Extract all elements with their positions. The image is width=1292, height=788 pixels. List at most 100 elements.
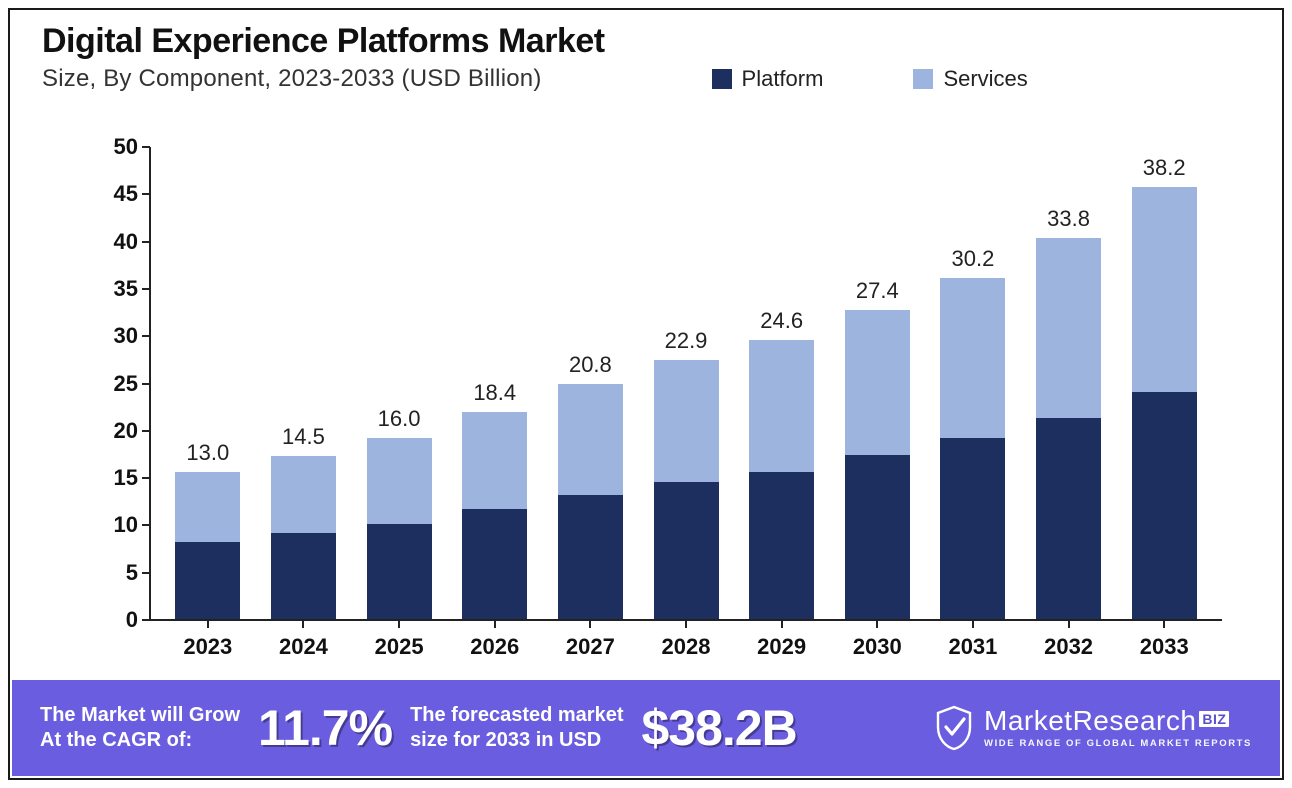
brand-name: MarketResearch BIZ: [984, 707, 1252, 735]
forecast-value: $38.2B: [641, 699, 796, 757]
x-axis-label: 2023: [183, 634, 232, 660]
y-tick-label: 5: [88, 560, 138, 586]
bar-segment: [654, 482, 719, 620]
cagr-value: 11.7%: [258, 699, 392, 757]
subtitle-row: Size, By Component, 2023-2033 (USD Billi…: [42, 65, 1250, 93]
bar-total-label: 14.5: [282, 424, 325, 456]
bar-segment: [367, 524, 432, 620]
bar-slot: 30.22031: [925, 147, 1021, 620]
bar-slot: 20.82027: [543, 147, 639, 620]
bar-segment: [845, 310, 910, 456]
bar-segment: [558, 384, 623, 496]
bar-stack: 16.0: [367, 438, 432, 620]
bar-segment: [367, 438, 432, 523]
y-tick-label: 0: [88, 607, 138, 633]
bar-segment: [749, 340, 814, 472]
y-tick-label: 50: [88, 134, 138, 160]
x-axis-label: 2029: [757, 634, 806, 660]
y-tick-label: 25: [88, 371, 138, 397]
chart-header: Digital Experience Platforms Market Size…: [10, 10, 1282, 97]
chart-legend: Platform Services: [712, 66, 1028, 92]
x-tick-mark: [972, 620, 974, 628]
bar-stack: 20.8: [558, 384, 623, 621]
x-tick-mark: [876, 620, 878, 628]
y-tick-label: 20: [88, 418, 138, 444]
bars-container: 13.0202314.5202416.0202518.4202620.82027…: [150, 147, 1222, 620]
bar-slot: 13.02023: [160, 147, 256, 620]
footer-banner: The Market will GrowAt the CAGR of: 11.7…: [12, 680, 1280, 776]
bar-segment: [845, 455, 910, 620]
legend-swatch: [712, 69, 732, 89]
y-axis-line: [149, 147, 151, 620]
legend-item: Platform: [712, 66, 824, 92]
bar-stack: 33.8: [1036, 238, 1101, 620]
bar-stack: 38.2: [1132, 187, 1197, 620]
x-tick-mark: [302, 620, 304, 628]
bar-segment: [1036, 418, 1101, 620]
bar-segment: [1036, 238, 1101, 418]
chart-area: 13.0202314.5202416.0202518.4202620.82027…: [10, 97, 1282, 680]
y-tick-label: 45: [88, 181, 138, 207]
chart-frame: Digital Experience Platforms Market Size…: [8, 8, 1284, 780]
shield-check-icon: [934, 705, 974, 751]
x-axis-label: 2030: [853, 634, 902, 660]
bar-segment: [940, 438, 1005, 620]
chart-subtitle: Size, By Component, 2023-2033 (USD Billi…: [42, 65, 542, 93]
x-tick-mark: [494, 620, 496, 628]
legend-label: Services: [943, 66, 1027, 92]
bar-segment: [1132, 392, 1197, 620]
bar-segment: [654, 360, 719, 482]
bar-segment: [271, 533, 336, 620]
x-tick-mark: [589, 620, 591, 628]
bar-stack: 27.4: [845, 310, 910, 620]
bar-total-label: 20.8: [569, 352, 612, 384]
x-axis-line: [148, 619, 1222, 621]
bar-segment: [175, 472, 240, 542]
x-axis-label: 2033: [1140, 634, 1189, 660]
bar-total-label: 13.0: [186, 440, 229, 472]
legend-label: Platform: [742, 66, 824, 92]
brand-main-text: MarketResearch: [984, 707, 1196, 735]
bar-stack: 24.6: [749, 340, 814, 620]
bar-slot: 24.62029: [734, 147, 830, 620]
plot-area: 13.0202314.5202416.0202518.4202620.82027…: [150, 147, 1222, 620]
bar-segment: [271, 456, 336, 533]
bar-slot: 33.82032: [1021, 147, 1117, 620]
cagr-label: The Market will GrowAt the CAGR of:: [40, 703, 240, 753]
bar-total-label: 30.2: [952, 246, 995, 278]
bar-total-label: 22.9: [665, 328, 708, 360]
x-axis-label: 2026: [470, 634, 519, 660]
bar-segment: [749, 472, 814, 620]
y-tick-label: 40: [88, 229, 138, 255]
bar-total-label: 16.0: [378, 406, 421, 438]
bar-total-label: 38.2: [1143, 155, 1186, 187]
bar-segment: [940, 278, 1005, 439]
x-tick-mark: [781, 620, 783, 628]
x-tick-mark: [1163, 620, 1165, 628]
bar-slot: 14.52024: [256, 147, 352, 620]
x-axis-label: 2031: [948, 634, 997, 660]
legend-swatch: [913, 69, 933, 89]
bar-segment: [1132, 187, 1197, 392]
bar-slot: 38.22033: [1116, 147, 1212, 620]
bar-total-label: 24.6: [760, 308, 803, 340]
y-tick-label: 10: [88, 512, 138, 538]
bar-stack: 30.2: [940, 278, 1005, 620]
bar-slot: 22.92028: [638, 147, 734, 620]
y-tick-label: 15: [88, 465, 138, 491]
bar-total-label: 18.4: [473, 380, 516, 412]
brand-suffix: BIZ: [1199, 711, 1229, 727]
x-axis-label: 2024: [279, 634, 328, 660]
brand-logo: MarketResearch BIZ WIDE RANGE OF GLOBAL …: [934, 705, 1252, 751]
bar-stack: 13.0: [175, 472, 240, 620]
bar-stack: 14.5: [271, 456, 336, 620]
y-tick-label: 35: [88, 276, 138, 302]
bar-total-label: 33.8: [1047, 206, 1090, 238]
x-axis-label: 2028: [662, 634, 711, 660]
bar-total-label: 27.4: [856, 278, 899, 310]
bar-segment: [175, 542, 240, 620]
x-tick-mark: [1068, 620, 1070, 628]
bar-slot: 27.42030: [829, 147, 925, 620]
bar-segment: [462, 509, 527, 620]
x-axis-label: 2025: [375, 634, 424, 660]
